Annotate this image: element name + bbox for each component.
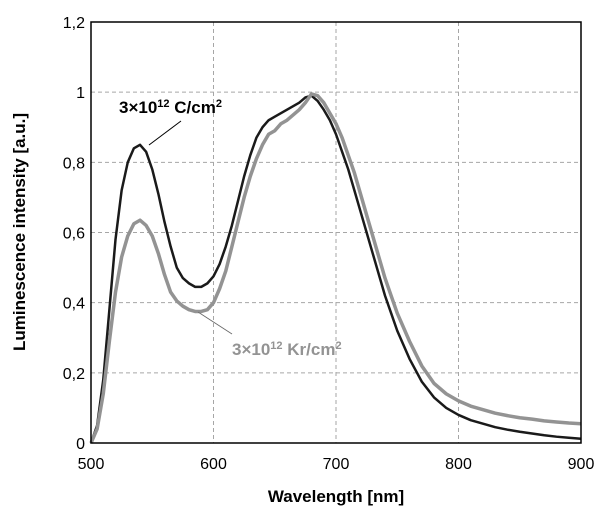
tick-labels: 500 600 700 800 900 0 0,2 0,4 0,6 0,8 1 1,2 (63, 15, 595, 473)
grid-lines (91, 22, 581, 443)
x-tick-label: 500 (78, 456, 105, 473)
plot-area-border (90, 21, 582, 444)
x-axis-title: Wavelength [nm] (268, 487, 404, 506)
x-tick-label: 900 (568, 456, 595, 473)
y-tick-label: 1,2 (63, 15, 85, 32)
kr-annotation-label: 3×1012 Kr/cm2 (232, 340, 342, 359)
y-tick-label: 0 (76, 436, 85, 453)
y-tick-label: 1 (76, 85, 85, 102)
c-annotation-label: 3×1012 C/cm2 (119, 98, 222, 117)
x-tick-label: 800 (445, 456, 472, 473)
y-tick-label: 0,8 (63, 155, 85, 172)
y-tick-label: 0,4 (63, 296, 85, 313)
kr-ion-series-line (89, 92, 582, 444)
y-tick-label: 0,2 (63, 366, 85, 383)
series-lines (89, 92, 582, 444)
y-tick-label: 0,6 (63, 226, 85, 243)
x-tick-label: 600 (200, 456, 227, 473)
y-axis-title: Luminescence intensity [a.u.] (10, 113, 29, 351)
c-annotation-leader (148, 120, 182, 146)
kr-annotation-leader-dark (197, 311, 233, 335)
x-tick-label: 700 (323, 456, 350, 473)
c-ion-series-line (89, 94, 582, 444)
